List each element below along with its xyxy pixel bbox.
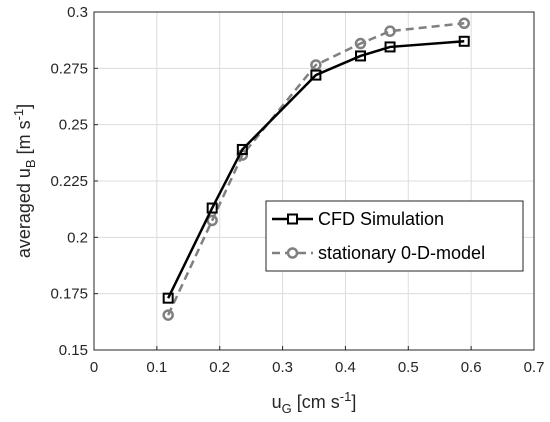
x-tick-label: 0.6 xyxy=(461,359,482,376)
y-tick-label: 0.225 xyxy=(50,173,88,190)
y-tick-label: 0.15 xyxy=(59,342,88,359)
data-point-cfd xyxy=(310,69,322,81)
y-axis-label-sub: B xyxy=(23,159,38,168)
y-axis-label-unit-sup: -1 xyxy=(11,109,26,121)
series-line-cfd xyxy=(167,40,465,299)
data-point-cfd xyxy=(458,35,470,47)
data-point-model xyxy=(162,309,174,321)
ticks: 0 0.1 0.2 0.3 0.4 0.5 0.6 0.7 0.15 0.175 0.2 0.225 0… xyxy=(50,4,544,376)
y-axis-label-main: averaged u xyxy=(14,168,34,258)
legend-label-model: stationary 0-D-model xyxy=(318,243,485,263)
x-tick-label: 0.1 xyxy=(146,359,167,376)
y-axis-label-unit-end: ] xyxy=(14,104,34,109)
data-point-cfd xyxy=(162,292,174,304)
x-tick-label: 0.5 xyxy=(398,359,419,376)
legend-label-cfd: CFD Simulation xyxy=(318,209,444,229)
x-tick-label: 0.3 xyxy=(272,359,293,376)
series-line-model xyxy=(167,22,465,316)
x-axis-label: uG [cm s-1] xyxy=(272,389,357,416)
data-point-cfd xyxy=(206,202,218,214)
x-axis-label-unit: [cm s xyxy=(292,392,340,412)
data-point-cfd xyxy=(384,41,396,53)
x-axis-label-sub: G xyxy=(282,401,292,416)
x-tick-label: 0 xyxy=(90,359,98,376)
data-point-model xyxy=(458,17,470,30)
x-axis-label-unit-end: ] xyxy=(351,392,356,412)
y-tick-label: 0.3 xyxy=(67,4,88,21)
x-axis-label-unit-sup: -1 xyxy=(340,389,352,404)
y-tick-label: 0.2 xyxy=(67,229,88,246)
y-axis-label: averaged uB [m s-1] xyxy=(11,104,38,258)
data-point-cfd xyxy=(236,143,248,155)
data-point-model xyxy=(310,59,322,71)
y-tick-label: 0.25 xyxy=(59,117,88,134)
data-point-model xyxy=(354,37,367,50)
legend-box xyxy=(265,200,524,272)
x-tick-label: 0.2 xyxy=(209,359,230,376)
x-axis-label-main: u xyxy=(272,392,282,412)
y-tick-label: 0.275 xyxy=(50,60,88,77)
x-tick-label: 0.4 xyxy=(335,359,356,376)
series-layer xyxy=(162,17,470,321)
data-point-model xyxy=(206,214,218,227)
legend: CFD Simulation stationary 0-D-model xyxy=(265,200,524,272)
legend-marker-model xyxy=(286,247,299,259)
x-tick-label: 0.7 xyxy=(524,359,545,376)
data-point-model xyxy=(384,25,396,37)
y-tick-label: 0.175 xyxy=(50,286,88,303)
legend-marker-cfd xyxy=(287,213,298,225)
data-point-cfd xyxy=(355,50,367,62)
y-axis-label-unit: [m s xyxy=(14,120,34,159)
